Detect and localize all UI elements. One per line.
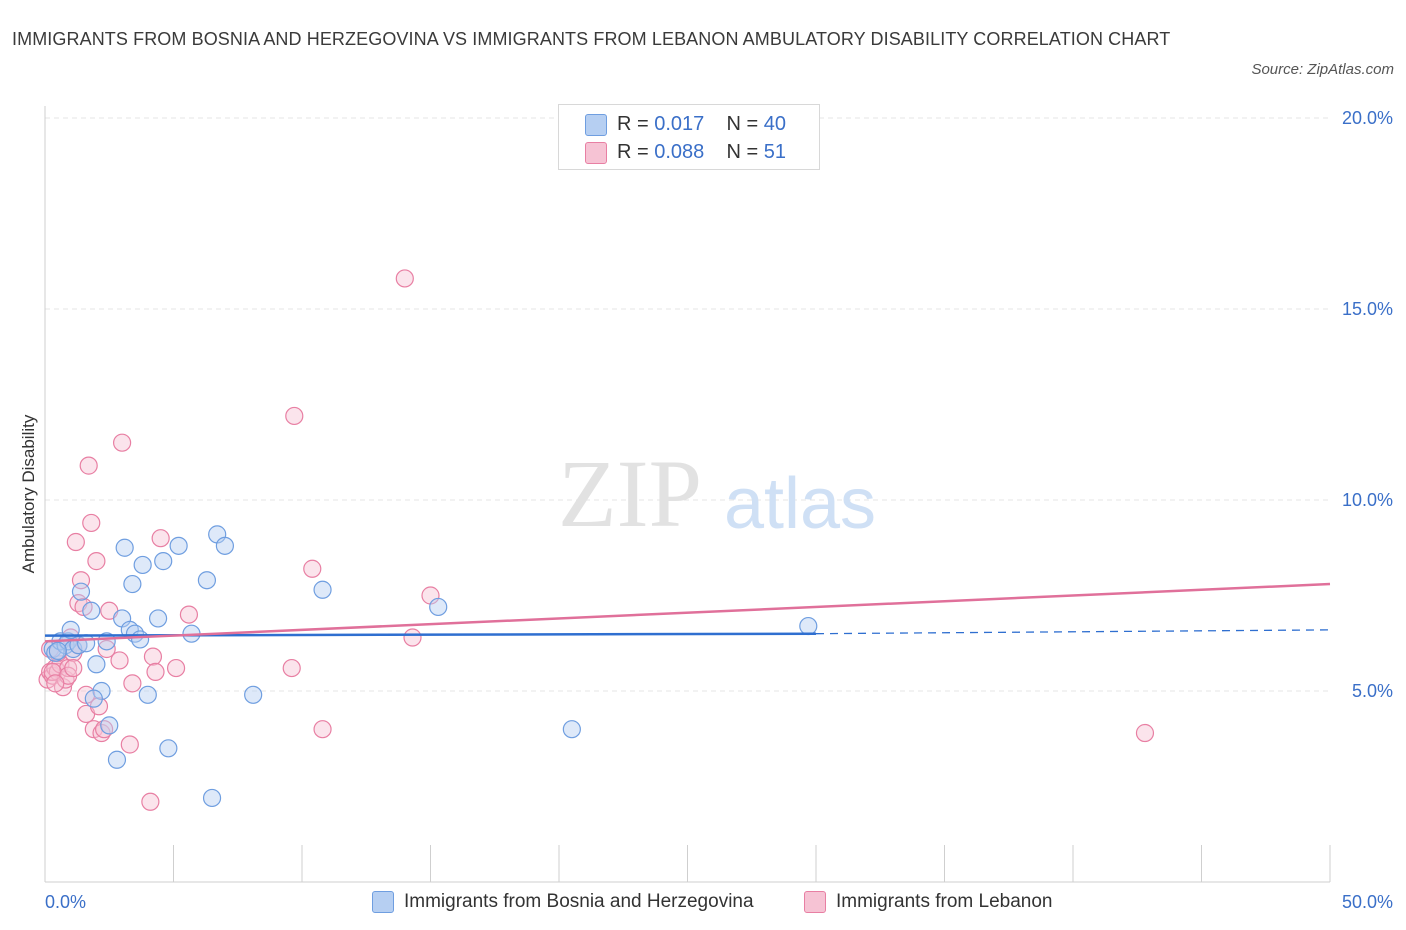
bosnia-swatch: [585, 114, 607, 136]
grid-lines: [45, 117, 1330, 692]
watermark-atlas: atlas: [724, 464, 876, 544]
y-tick-label: 10.0%: [1342, 490, 1393, 510]
lebanon-point: [64, 658, 83, 678]
legend-n-value: 51: [763, 141, 787, 163]
bosnia-point: [562, 720, 581, 739]
watermark-zip: ZIP: [558, 440, 702, 547]
lebanon-point: [166, 658, 186, 678]
x-tick-label: 0.0%: [45, 892, 86, 912]
bosnia-point: [82, 601, 101, 620]
bosnia-point: [197, 571, 217, 590]
lebanon-point: [141, 792, 160, 811]
bosnia-point: [107, 750, 127, 769]
bosnia-point: [133, 555, 152, 575]
lebanon-swatch: [585, 142, 607, 164]
bosnia-point: [71, 582, 91, 601]
lebanon-point: [120, 735, 139, 754]
lebanon-point: [313, 720, 332, 739]
lebanon-point: [146, 662, 165, 682]
source-label: Source: ZipAtlas.com: [1251, 61, 1394, 78]
lebanon-legend-label: Immigrants from Lebanon: [836, 891, 1053, 912]
watermark: ZIP atlas: [558, 440, 876, 547]
lebanon-point: [79, 456, 98, 475]
legend-row-bosnia: R = 0.017 N = 40: [585, 110, 786, 138]
bosnia-point: [159, 739, 178, 758]
y-tick-label: 5.0%: [1352, 681, 1393, 701]
lebanon-point: [303, 559, 322, 578]
y-tick-label: 15.0%: [1342, 299, 1393, 319]
y-axis-label: Ambulatory Disability: [19, 414, 38, 573]
bosnia-point: [429, 597, 448, 617]
x-tick-label: 50.0%: [1342, 892, 1393, 912]
bosnia-point: [154, 552, 173, 571]
bosnia-point: [46, 643, 65, 662]
bosnia-point: [123, 574, 142, 594]
tick-labels: 5.0% 10.0% 15.0% 20.0% 0.0% 50.0%: [45, 108, 1393, 912]
chart-title: IMMIGRANTS FROM BOSNIA AND HERZEGOVINA V…: [12, 29, 1171, 49]
bosnia-legend-swatch: [372, 891, 394, 913]
lebanon-trend-line: [44, 582, 1331, 643]
trend-lines: [44, 582, 1331, 643]
bosnia-legend-label: Immigrants from Bosnia and Herzegovina: [404, 891, 754, 912]
legend-n-label: N =: [726, 113, 764, 135]
legend-n-value: 40: [763, 113, 787, 135]
lebanon-point: [179, 605, 199, 624]
y-tick-label: 20.0%: [1342, 108, 1393, 128]
legend-r-value: 0.017: [654, 113, 705, 135]
lebanon-point: [112, 433, 132, 452]
legend-r-label: R =: [617, 141, 655, 163]
axes: [44, 106, 1331, 883]
bosnia-point: [48, 641, 67, 660]
lebanon-point: [46, 674, 65, 693]
bosnia-point: [84, 689, 103, 708]
bosnia-point: [169, 536, 188, 555]
lebanon-point: [1135, 723, 1155, 743]
bosnia-point: [87, 655, 106, 674]
legend-r-label: R =: [617, 113, 655, 135]
lebanon-point: [82, 513, 101, 533]
legend-r-value: 0.088: [654, 141, 705, 163]
bosnia-point: [202, 788, 222, 808]
lebanon-points: [38, 269, 1155, 811]
bosnia-point: [100, 716, 119, 735]
bosnia-point: [115, 538, 134, 557]
lebanon-point: [151, 529, 170, 548]
bosnia-point: [148, 609, 168, 628]
bosnia-points: [43, 525, 818, 808]
lebanon-point: [87, 552, 106, 571]
bosnia-point: [799, 616, 818, 636]
lebanon-point: [123, 674, 142, 693]
bosnia-point: [77, 634, 96, 653]
bosnia-point: [313, 580, 332, 599]
bosnia-point: [138, 685, 157, 704]
lebanon-point: [66, 532, 85, 552]
lebanon-point: [43, 662, 62, 682]
lebanon-point: [282, 658, 301, 678]
bosnia-point: [244, 685, 263, 704]
lebanon-point: [285, 406, 304, 426]
bosnia-point: [61, 620, 80, 639]
legend-n-label: N =: [726, 141, 764, 163]
lebanon-point: [143, 647, 163, 666]
bosnia-point: [215, 536, 234, 555]
bosnia-point: [92, 681, 111, 701]
bosnia-trend-extension: [815, 629, 1331, 635]
lebanon-point: [403, 628, 422, 647]
legend-row-lebanon: R = 0.088 N = 51: [585, 138, 786, 166]
bosnia-point: [130, 630, 150, 649]
lebanon-point: [97, 639, 116, 659]
lebanon-legend-swatch: [804, 891, 826, 913]
lebanon-point: [395, 269, 414, 288]
lebanon-point: [110, 651, 129, 670]
bosnia-point: [97, 632, 116, 651]
correlation-legend: R = 0.017 N = 40 R = 0.088 N = 51: [558, 104, 820, 170]
